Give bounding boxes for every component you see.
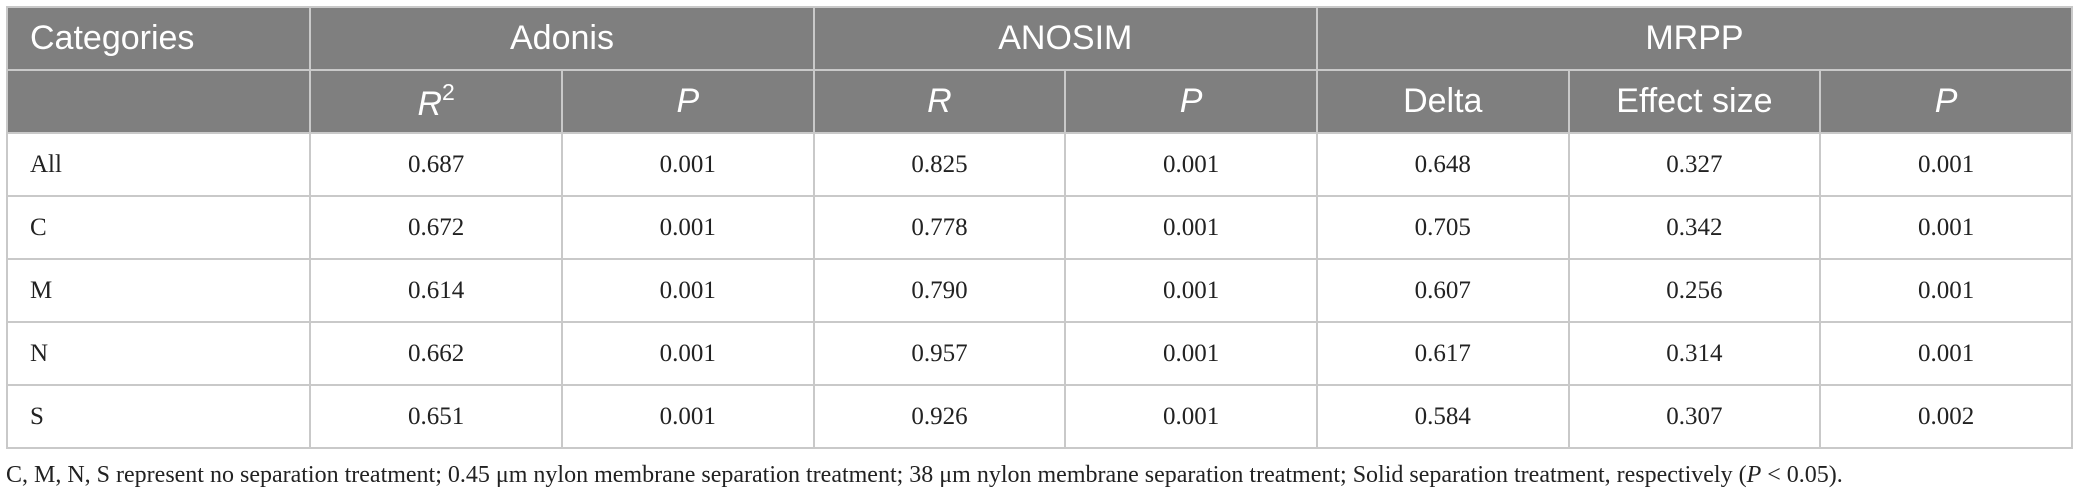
footnote-text: C, M, N, S represent no separation treat…: [6, 462, 1747, 488]
adonis-p-cell: 0.001: [560, 384, 815, 449]
category-cell: N: [5, 321, 312, 386]
mrpp-effect-size-cell: 0.342: [1567, 195, 1822, 260]
adonis-p-cell: 0.001: [560, 195, 815, 260]
adonis-header: Adonis: [309, 6, 815, 71]
mrpp-effect-size-cell: 0.314: [1567, 321, 1822, 386]
mrpp-delta-header: Delta: [1315, 69, 1570, 134]
adonis-p-cell: 0.001: [560, 132, 815, 197]
anosim-r-cell: 0.778: [812, 195, 1067, 260]
adonis-r2-cell: 0.662: [309, 321, 563, 386]
mrpp-p-cell: 0.001: [1819, 258, 2073, 323]
anosim-p-header: P: [1064, 69, 1318, 134]
table-row: All 0.687 0.001 0.825 0.001 0.648 0.327 …: [5, 132, 2073, 197]
results-table: Categories Adonis ANOSIM MRPP R2 P R P D…: [5, 6, 2074, 449]
anosim-p-cell: 0.001: [1064, 132, 1318, 197]
anosim-r-cell: 0.957: [812, 321, 1067, 386]
mrpp-effect-size-cell: 0.307: [1567, 384, 1822, 449]
mrpp-delta-cell: 0.607: [1315, 258, 1570, 323]
mrpp-delta-cell: 0.705: [1315, 195, 1570, 260]
footnote-p-condition: < 0.05).: [1761, 462, 1843, 488]
mrpp-p-cell: 0.002: [1819, 384, 2073, 449]
table-row: S 0.651 0.001 0.926 0.001 0.584 0.307 0.…: [5, 384, 2073, 449]
adonis-p-header: P: [560, 69, 815, 134]
mrpp-delta-cell: 0.584: [1315, 384, 1570, 449]
category-cell: All: [5, 132, 312, 197]
anosim-r-cell: 0.790: [812, 258, 1067, 323]
table-row: C 0.672 0.001 0.778 0.001 0.705 0.342 0.…: [5, 195, 2073, 260]
categories-subheader-empty: [5, 69, 312, 134]
mrpp-p-cell: 0.001: [1819, 132, 2073, 197]
table-row: N 0.662 0.001 0.957 0.001 0.617 0.314 0.…: [5, 321, 2073, 386]
table-row: M 0.614 0.001 0.790 0.001 0.607 0.256 0.…: [5, 258, 2073, 323]
adonis-r2-cell: 0.651: [309, 384, 563, 449]
categories-header: Categories: [5, 6, 312, 71]
adonis-r2-base: R: [417, 85, 443, 123]
mrpp-effect-size-header: Effect size: [1567, 69, 1822, 134]
mrpp-p-header: P: [1819, 69, 2073, 134]
mrpp-effect-size-cell: 0.327: [1567, 132, 1822, 197]
category-cell: C: [5, 195, 312, 260]
adonis-p-cell: 0.001: [560, 321, 815, 386]
adonis-r2-cell: 0.614: [309, 258, 563, 323]
anosim-p-cell: 0.001: [1064, 321, 1318, 386]
adonis-r2-sup: 2: [442, 79, 455, 105]
sub-header-row: R2 P R P Delta Effect size P: [5, 69, 2073, 134]
category-cell: M: [5, 258, 312, 323]
mrpp-delta-cell: 0.648: [1315, 132, 1570, 197]
anosim-r-cell: 0.926: [812, 384, 1067, 449]
mrpp-p-cell: 0.001: [1819, 195, 2073, 260]
category-cell: S: [5, 384, 312, 449]
adonis-r2-cell: 0.672: [309, 195, 563, 260]
mrpp-effect-size-cell: 0.256: [1567, 258, 1822, 323]
table-footnote: C, M, N, S represent no separation treat…: [6, 462, 1843, 489]
adonis-r2-cell: 0.687: [309, 132, 563, 197]
group-header-row: Categories Adonis ANOSIM MRPP: [5, 6, 2074, 71]
mrpp-p-cell: 0.001: [1819, 321, 2073, 386]
anosim-p-cell: 0.001: [1064, 384, 1318, 449]
mrpp-header: MRPP: [1315, 6, 2074, 71]
anosim-r-header: R: [812, 69, 1067, 134]
footnote-p-symbol: P: [1746, 462, 1762, 488]
adonis-p-cell: 0.001: [560, 258, 815, 323]
anosim-r-cell: 0.825: [812, 132, 1067, 197]
adonis-r2-header: R2: [309, 69, 563, 134]
anosim-p-cell: 0.001: [1064, 195, 1318, 260]
mrpp-delta-cell: 0.617: [1315, 321, 1570, 386]
anosim-header: ANOSIM: [812, 6, 1318, 71]
anosim-p-cell: 0.001: [1064, 258, 1318, 323]
